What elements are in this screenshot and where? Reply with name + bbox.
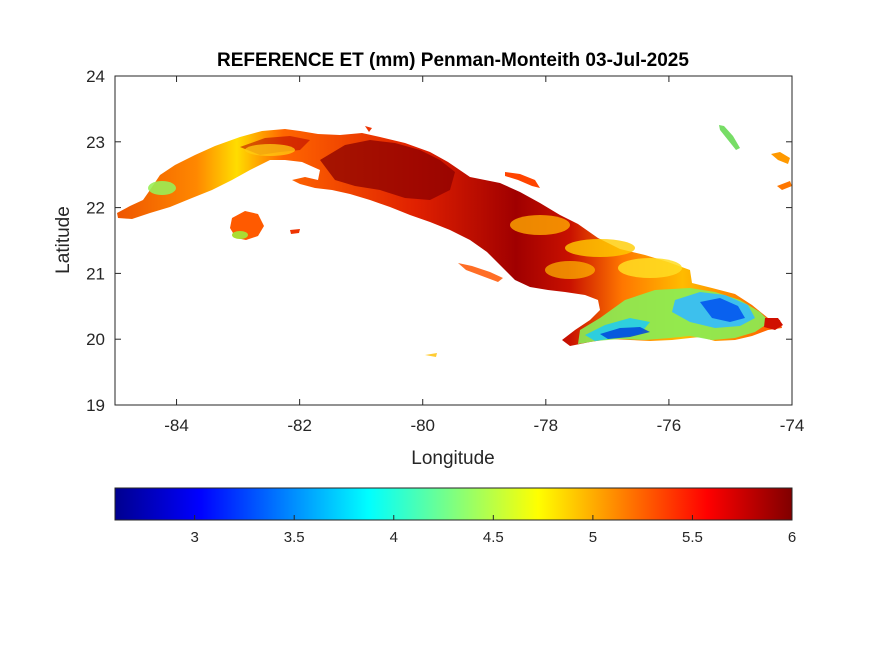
colorbar: [114, 487, 793, 521]
central-warm-patch: [510, 215, 570, 235]
west-warm-patch: [245, 144, 295, 156]
x-axis: -84 -82 -80 -78 -76 -74: [164, 76, 804, 435]
colorbar-ticks: 3 3.5 4 4.5 5 5.5 6: [190, 515, 796, 546]
colorbar-tick-label: 4.5: [483, 529, 504, 546]
y-tick-label: 23: [86, 133, 105, 152]
northern-cays: [505, 172, 540, 188]
central-warm-patch: [565, 239, 635, 257]
colorbar-tick-label: 4: [390, 529, 398, 546]
colorbar-tick-label: 5.5: [682, 529, 703, 546]
x-tick-label: -74: [780, 416, 805, 435]
south-cays: [425, 353, 437, 357]
y-tick-label: 21: [86, 264, 105, 283]
isla-cool-patch: [232, 231, 248, 239]
south-cays: [290, 229, 300, 234]
hot-core: [320, 140, 455, 200]
far-east-island: [719, 125, 740, 150]
east-highland-blue: [700, 298, 745, 322]
y-tick-label: 22: [86, 199, 105, 218]
chart-title: REFERENCE ET (mm) Penman-Monteith 03-Jul…: [217, 50, 689, 71]
y-tick-label: 20: [86, 330, 105, 349]
x-tick-label: -82: [287, 416, 312, 435]
west-cool-patch: [148, 181, 176, 195]
x-tick-label: -84: [164, 416, 189, 435]
colorbar-tick-label: 3: [190, 529, 198, 546]
central-warm-patch: [618, 258, 682, 278]
x-tick-label: -80: [410, 416, 435, 435]
colorbar-tick-label: 6: [788, 529, 796, 546]
colorbar-tick-label: 3.5: [284, 529, 305, 546]
y-axis: 19 20 21 22 23 24: [86, 67, 792, 415]
east-tip: [764, 318, 783, 330]
main-island: [117, 129, 782, 346]
south-cays: [458, 263, 503, 282]
y-tick-label: 19: [86, 396, 105, 415]
x-tick-label: -78: [534, 416, 559, 435]
y-axis-label: Latitude: [53, 206, 74, 274]
plot-area: [115, 76, 792, 405]
x-axis-label: Longitude: [411, 448, 494, 469]
colorbar-tick-label: 5: [589, 529, 597, 546]
x-tick-label: -76: [657, 416, 682, 435]
sierra-maestra-blue: [600, 327, 650, 339]
y-tick-label: 24: [86, 67, 105, 86]
northern-cays: [365, 126, 372, 132]
axes-frame: [114, 75, 793, 406]
far-east-island: [777, 181, 792, 190]
cuba-et-map: [117, 125, 792, 357]
central-warm-patch: [545, 261, 595, 279]
far-east-island: [771, 152, 790, 164]
